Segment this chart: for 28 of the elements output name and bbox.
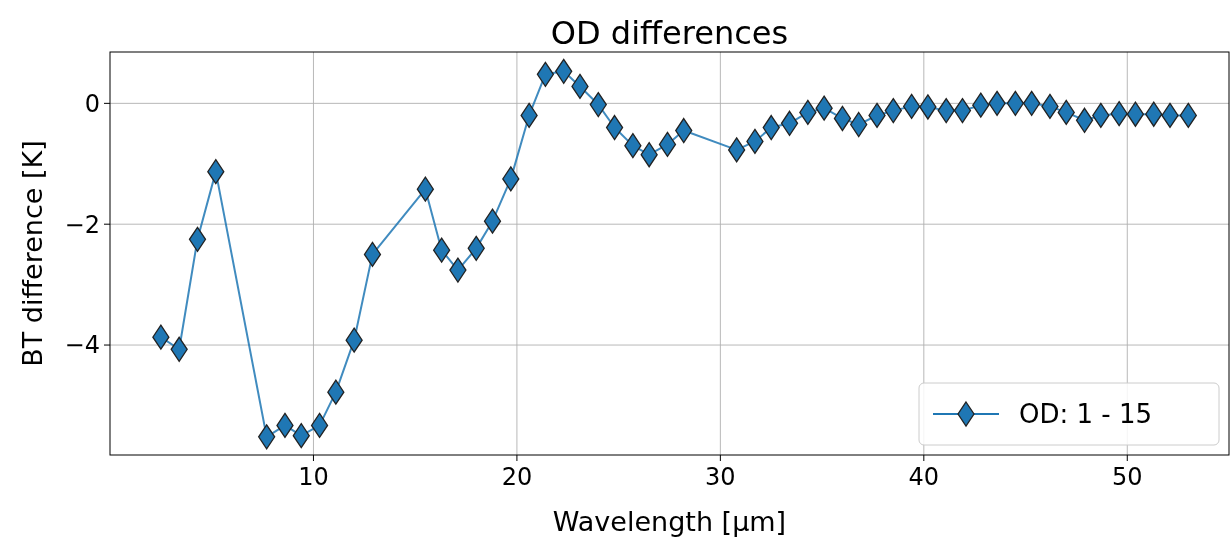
point — [483, 208, 502, 234]
point — [605, 114, 624, 141]
y-axis-title: BT difference [K] — [17, 140, 48, 367]
point — [1075, 107, 1094, 133]
point — [780, 110, 799, 136]
point — [536, 61, 555, 88]
point — [188, 226, 207, 252]
x-tick-label: 10 — [298, 463, 329, 491]
legend-label: OD: 1 - 15 — [1019, 399, 1153, 430]
x-axis-title: Wavelength [μm] — [552, 506, 787, 537]
point — [727, 137, 746, 163]
x-tick-label: 20 — [501, 463, 533, 491]
point — [902, 93, 921, 120]
point — [432, 237, 451, 263]
chart-title: OD differences — [550, 14, 789, 52]
y-tick-label: 0 — [84, 89, 100, 118]
y-tick-label: −2 — [64, 210, 100, 239]
point — [310, 412, 329, 439]
point — [363, 241, 382, 268]
point — [1006, 90, 1025, 117]
point — [1126, 101, 1145, 127]
y-tick-label: −4 — [64, 331, 100, 360]
x-tick-label: 30 — [705, 463, 736, 491]
point — [953, 97, 972, 124]
point — [833, 105, 852, 132]
point — [658, 131, 677, 158]
x-tick-label: 50 — [1112, 463, 1143, 491]
x-tick-label: 40 — [908, 463, 940, 491]
